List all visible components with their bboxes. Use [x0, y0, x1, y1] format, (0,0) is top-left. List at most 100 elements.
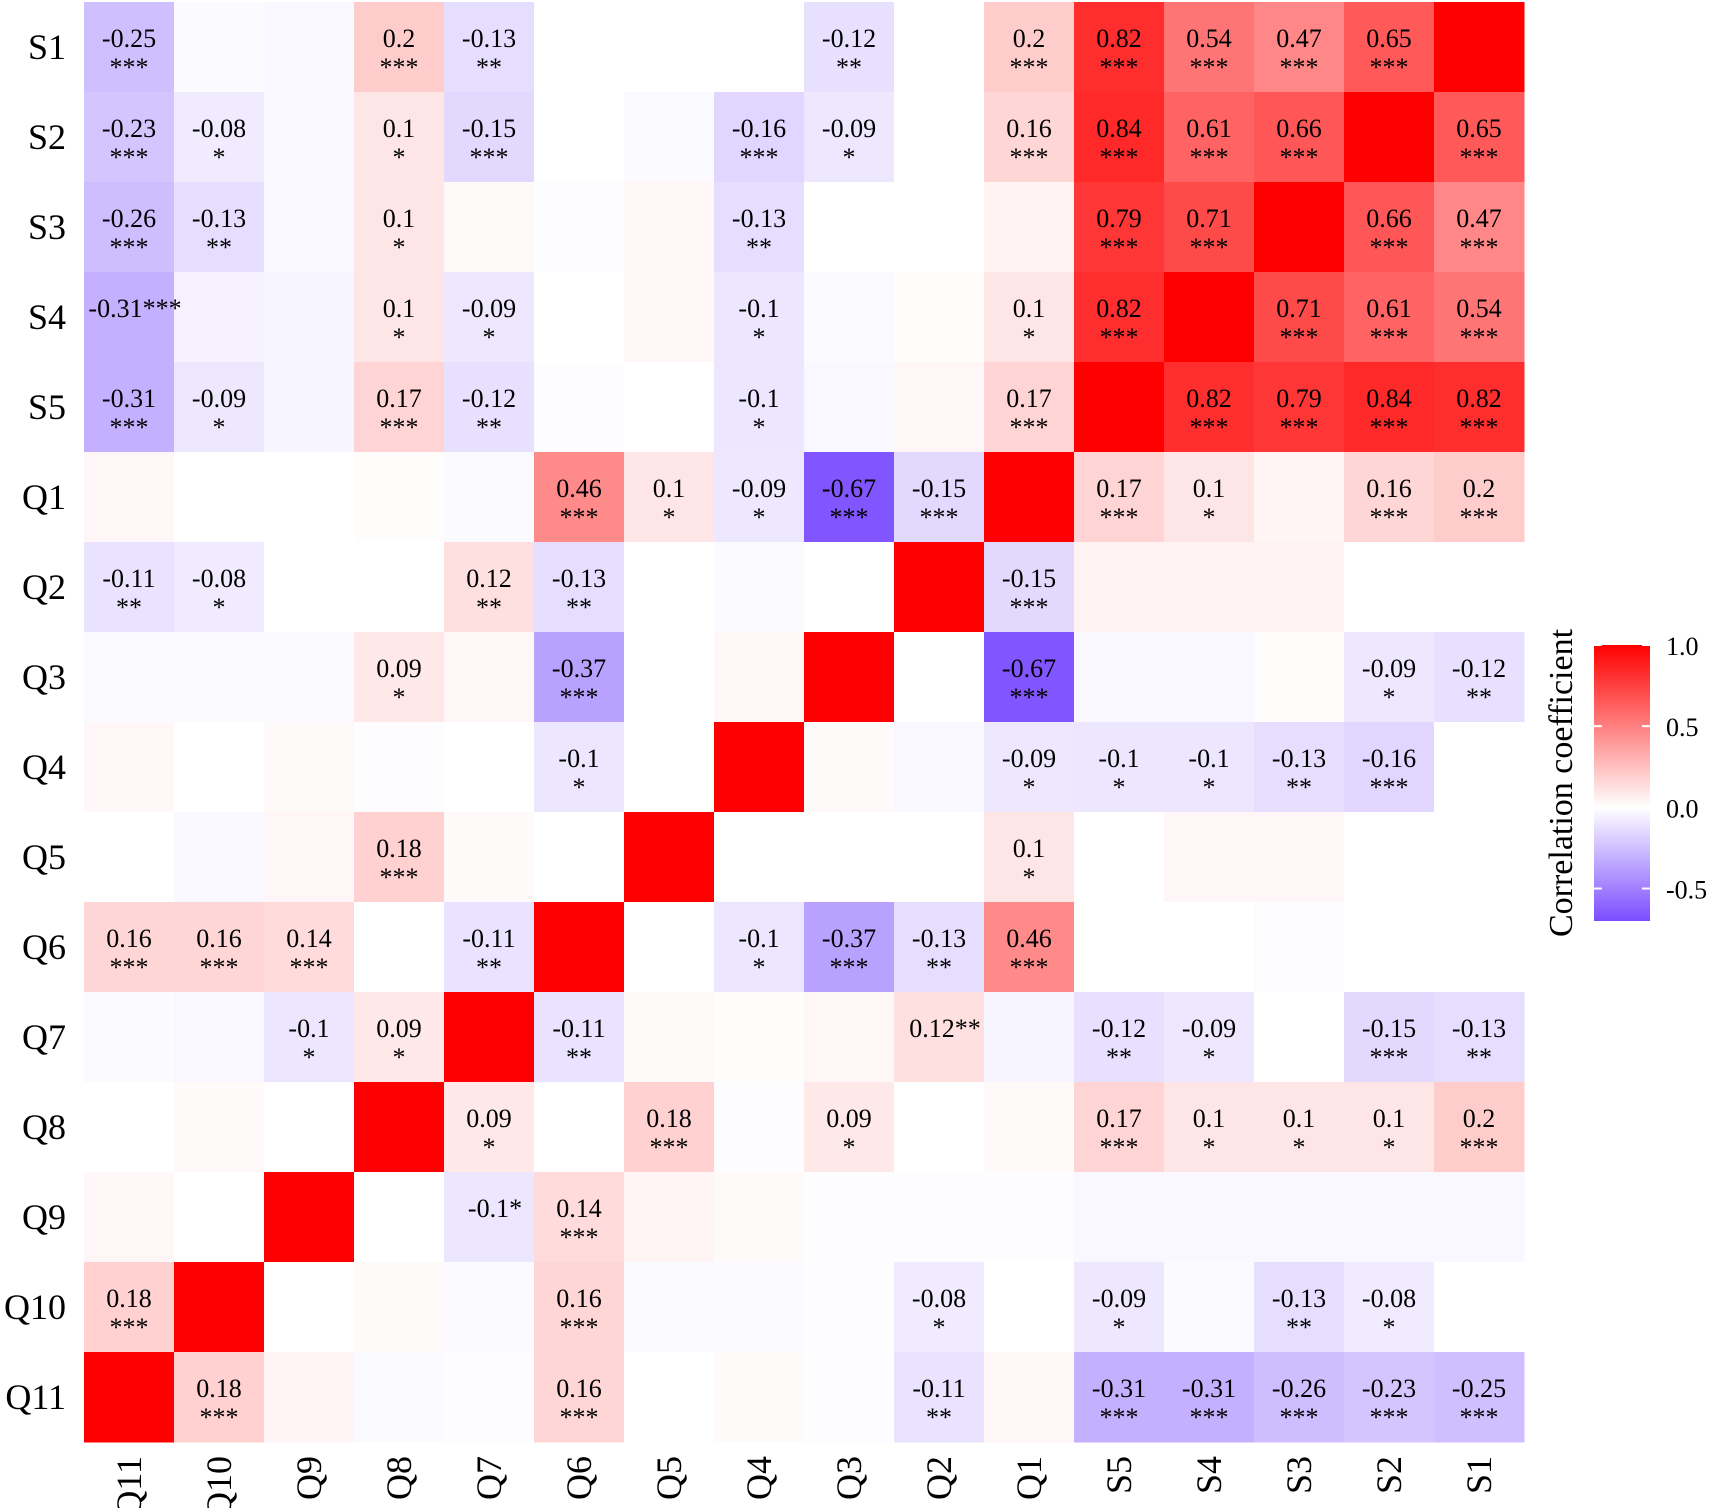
colorbar-gradient: [1594, 645, 1650, 921]
cell-significance-label: ***: [1190, 233, 1229, 262]
cell-value-label: 0.09: [376, 1014, 422, 1043]
x-tick-label: Q10: [199, 1456, 239, 1508]
x-tick-label: Q9: [289, 1456, 329, 1500]
cell-significance-label: ***: [1370, 1403, 1409, 1432]
heatmap-cell: [174, 722, 265, 813]
cell-significance-label: ***: [1280, 53, 1319, 82]
heatmap-cell: [1344, 2, 1435, 93]
heatmap-cell: [714, 722, 805, 813]
heatmap-cell: [804, 1172, 895, 1263]
heatmap-cell: [1164, 362, 1255, 453]
cell-value-label: -0.31: [1182, 1374, 1236, 1403]
heatmap-cell: [1434, 2, 1525, 93]
heatmap-cell: [984, 1352, 1075, 1443]
cell-significance-label: ***: [830, 953, 869, 982]
cell-value-label: -0.09: [732, 474, 786, 503]
cell-value-label: -0.37: [552, 654, 606, 683]
heatmap-cell: [444, 1082, 535, 1173]
cell-value-label: 0.84: [1366, 384, 1412, 413]
cell-value-label: 0.66: [1366, 204, 1412, 233]
heatmap-cell: [354, 1082, 445, 1173]
x-axis-tick-labels: Q11 Q10 Q9 Q8 Q7 Q6 Q5 Q4 Q3 Q2 Q1 S5 S4 S3 S2 S1: [109, 1456, 1499, 1508]
cell-significance-label: ***: [1010, 143, 1049, 172]
cell-significance-label: *: [1383, 1133, 1396, 1162]
cell-value-label: -0.25: [102, 24, 156, 53]
cell-significance-label: *: [1203, 1133, 1216, 1162]
y-tick-label: Q6: [22, 927, 66, 967]
heatmap-cell: [1344, 632, 1435, 723]
cell-value-label: -0.11: [552, 1014, 605, 1043]
cell-significance-label: *: [753, 413, 766, 442]
x-tick-label: Q5: [649, 1456, 689, 1500]
heatmap-cell: [1074, 1352, 1165, 1443]
cell-significance-label: **: [926, 953, 952, 982]
cell-value-label: -0.15: [1002, 564, 1056, 593]
cell-significance-label: ***: [830, 503, 869, 532]
cell-significance-label: ***: [1010, 953, 1049, 982]
cell-value-label: -0.11: [102, 564, 155, 593]
cell-significance-label: ***: [1190, 1403, 1229, 1432]
cell-value-label: 0.61: [1366, 294, 1412, 323]
cell-value-label: 0.14: [556, 1194, 602, 1223]
heatmap-cell: [1434, 362, 1525, 453]
cell-value-label: 0.1: [1373, 1104, 1406, 1133]
cell-significance-label: ***: [380, 53, 419, 82]
cell-value-label: -0.09: [192, 384, 246, 413]
heatmap-cell: [174, 542, 265, 633]
heatmap-cell: [1434, 542, 1525, 633]
heatmap-cell: [804, 452, 895, 543]
heatmap-cell: [894, 1352, 985, 1443]
heatmap-cell: [984, 452, 1075, 543]
heatmap-cell: [1164, 1262, 1255, 1353]
heatmap-cell: [624, 272, 715, 363]
heatmap-cell: [624, 452, 715, 543]
cell-value-label: 0.82: [1456, 384, 1502, 413]
heatmap-cell: [1434, 1082, 1525, 1173]
cell-value-label: -0.1: [1098, 744, 1139, 773]
heatmap-cell: [984, 362, 1075, 453]
cell-significance-label: *: [213, 413, 226, 442]
heatmap-cell: [714, 992, 805, 1083]
cell-significance-label: **: [926, 1403, 952, 1432]
heatmap-cell: [804, 2, 895, 93]
colorbar-tick-label: 1.0: [1666, 632, 1699, 661]
heatmap-cell: [264, 1082, 355, 1173]
cell-value-label: -0.67: [822, 474, 876, 503]
colorbar-ticks: 1.0 0.5 0.0 -0.5: [1594, 632, 1707, 905]
heatmap-cell: [714, 1172, 805, 1263]
cell-significance-label: ***: [1100, 323, 1139, 352]
heatmap-cell: [354, 1262, 445, 1353]
y-tick-label: S3: [28, 207, 66, 247]
heatmap-cell: [264, 92, 355, 183]
heatmap-cell: [894, 1082, 985, 1173]
heatmap-cell: [1254, 452, 1345, 543]
cell-significance-label: **: [1106, 1043, 1132, 1072]
cell-value-label: 0.46: [1006, 924, 1052, 953]
heatmap-cell: [1164, 182, 1255, 273]
heatmap-cell: [444, 362, 535, 453]
cell-value-label: -0.13: [1272, 744, 1326, 773]
heatmap-cell: [1254, 1352, 1345, 1443]
cell-value-label: -0.1: [738, 924, 779, 953]
heatmap-cell: [1344, 1172, 1435, 1263]
cell-significance-label: ***: [1280, 143, 1319, 172]
heatmap-cell: [1164, 902, 1255, 993]
heatmap-cell: [1074, 902, 1165, 993]
heatmap-cell: [984, 722, 1075, 813]
heatmap-cell: [264, 272, 355, 363]
heatmap-cell: [264, 362, 355, 453]
heatmap-cell: [354, 542, 445, 633]
cell-significance-label: ***: [1280, 413, 1319, 442]
heatmap-cell: [1434, 992, 1525, 1083]
heatmap-cell: [894, 722, 985, 813]
cell-value-label: 0.61: [1186, 114, 1232, 143]
heatmap-cell: [894, 2, 985, 93]
cell-value-label: 0.17: [1096, 474, 1142, 503]
cell-significance-label: ***: [1460, 233, 1499, 262]
heatmap-cell: [624, 182, 715, 273]
cell-significance-label: ***: [1100, 1133, 1139, 1162]
heatmap-cell: [804, 1262, 895, 1353]
cell-value-label: -0.15: [462, 114, 516, 143]
cell-significance-label: ***: [1190, 413, 1229, 442]
cell-significance-label: **: [476, 413, 502, 442]
